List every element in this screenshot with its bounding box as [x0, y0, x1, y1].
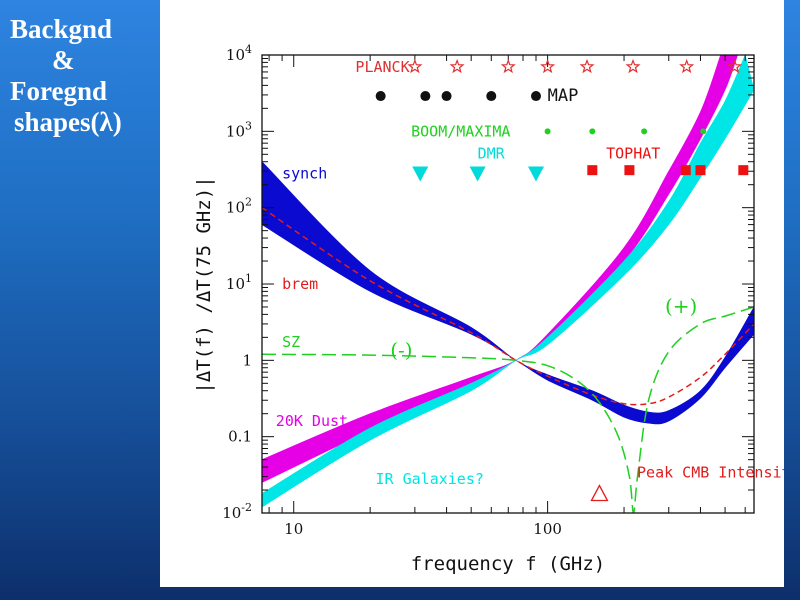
- y-tick-label: 10-2: [222, 501, 252, 522]
- map-marker: [441, 91, 452, 102]
- planck-label: PLANCK: [355, 58, 409, 76]
- boom-maxima-marker: [700, 128, 707, 135]
- map-label: MAP: [548, 86, 579, 106]
- tophat-marker: [738, 165, 749, 176]
- planck-marker: [407, 58, 423, 74]
- slide-title-line-2: &: [52, 45, 75, 75]
- planck-marker: [727, 58, 743, 74]
- tophat-label: TOPHAT: [606, 145, 660, 163]
- boom-maxima-marker: [641, 128, 648, 135]
- slide-title: Backgnd & Foregnd shapes(λ): [10, 14, 160, 138]
- tophat-marker: [587, 165, 598, 176]
- map-marker: [486, 91, 497, 102]
- chart-panel: [160, 0, 784, 587]
- planck-marker: [449, 58, 465, 74]
- map-marker: [420, 91, 431, 102]
- boom-maxima-marker: [589, 128, 596, 135]
- tophat-marker: [624, 165, 635, 176]
- sz-label: SZ: [282, 333, 300, 351]
- brem-label: brem: [282, 275, 318, 293]
- synch-label: synch: [282, 165, 327, 183]
- planck-marker: [679, 58, 695, 74]
- foreground-spectra-chart: 10 100 10-2 0.1 1 101 102 103 104 PLANCK MAP BOOM/…: [193, 43, 784, 575]
- annotation-1: (-): [390, 338, 412, 362]
- slide-title-line-1: Backgnd: [10, 14, 113, 44]
- synch-band: [262, 161, 754, 425]
- x-tick-label: 10: [284, 520, 303, 538]
- y-tick-label: 0.1: [228, 428, 252, 446]
- tophat-marker: [680, 165, 691, 176]
- dmr-label: DMR: [478, 145, 506, 163]
- 20k-dust-label: 20K Dust: [276, 412, 348, 430]
- map-marker: [375, 91, 386, 102]
- ir-galaxies-label: IR Galaxies?: [376, 470, 484, 488]
- y-tick-label: 104: [226, 43, 252, 64]
- map-marker: [530, 91, 541, 102]
- tophat-marker: [695, 165, 706, 176]
- dmr-marker: [412, 166, 429, 182]
- boom-maxima-label: BOOM/MAXIMA: [411, 122, 510, 140]
- planck-marker: [540, 58, 556, 74]
- peak-cmb-marker: [590, 484, 609, 502]
- planck-marker: [500, 58, 516, 74]
- planck-marker: [625, 58, 641, 74]
- y-tick-label: 103: [226, 119, 252, 140]
- slide-title-line-4: shapes(λ): [14, 107, 122, 137]
- slide-title-line-3: Foregnd: [10, 76, 108, 106]
- annotation-2: (+): [665, 294, 697, 318]
- dmr-marker: [469, 166, 486, 182]
- dmr-marker: [527, 166, 544, 182]
- x-axis-title: frequency f (GHz): [411, 553, 605, 575]
- boom-maxima-marker: [544, 128, 551, 135]
- y-tick-label: 1: [242, 351, 252, 369]
- sz-line: [262, 306, 754, 513]
- y-tick-label: 101: [226, 272, 252, 293]
- y-axis-title: |ΔT(f) /ΔT(75 GHz)|: [193, 176, 215, 393]
- y-tick-label: 102: [226, 196, 252, 217]
- annotation-3: Peak CMB Intensity: [637, 463, 784, 481]
- planck-marker: [579, 58, 595, 74]
- x-tick-label: 100: [533, 520, 562, 538]
